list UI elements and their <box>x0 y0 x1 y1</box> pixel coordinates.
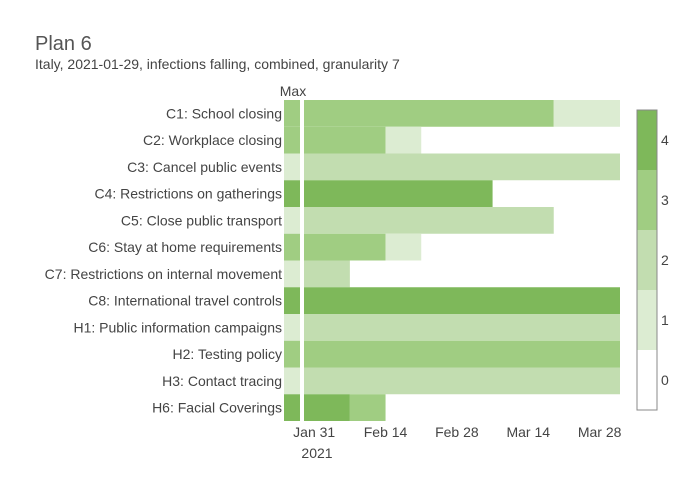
colorbar-tick-label: 1 <box>661 312 669 328</box>
colorbar-border <box>636 109 658 411</box>
heatmap-cell <box>304 180 493 207</box>
row-label: C2: Workplace closing <box>143 132 282 148</box>
colorbar-swatch <box>637 230 657 290</box>
max-cell <box>284 100 300 127</box>
colorbar-tick-label: 2 <box>661 252 669 268</box>
colorbar-tick-label: 4 <box>661 132 669 148</box>
heatmap-cell <box>304 260 350 288</box>
row-label: C4: Restrictions on gatherings <box>94 186 282 202</box>
heatmap-cell <box>304 394 350 421</box>
row-label: C6: Stay at home requirements <box>88 239 282 255</box>
max-column <box>284 100 300 421</box>
row-label: C1: School closing <box>166 105 282 121</box>
heatmap-cell <box>349 394 386 421</box>
colorbar-swatch <box>637 290 657 350</box>
heatmap-cell <box>553 100 620 127</box>
heatmap-cell <box>304 367 620 395</box>
max-cell <box>284 180 300 207</box>
heatmap-cell <box>385 126 422 154</box>
max-cell <box>284 394 300 421</box>
colorbar-tick-label: 3 <box>661 192 669 208</box>
heatmap-cell <box>304 153 620 181</box>
x-axis-ticks: Jan 31 Feb 14 Feb 28 Mar 14 Mar 28 <box>293 424 621 440</box>
heatmap-cell <box>304 233 386 261</box>
heatmap-cell <box>304 126 386 154</box>
row-label: H3: Contact tracing <box>162 373 282 389</box>
row-label: H2: Testing policy <box>173 346 282 362</box>
max-cell <box>284 207 300 234</box>
heatmap-cell <box>385 233 422 261</box>
heatmap-cell <box>304 207 554 234</box>
colorbar-swatch <box>637 170 657 230</box>
row-label: H1: Public information campaigns <box>73 319 282 335</box>
colorbar-swatch <box>637 350 657 410</box>
row-label: H6: Facial Coverings <box>152 400 282 416</box>
colorbar-tick-label: 0 <box>661 372 669 388</box>
x-tick-label: Feb 28 <box>435 424 479 440</box>
row-label: C8: International travel controls <box>88 293 282 309</box>
max-cell <box>284 233 300 261</box>
max-cell <box>284 153 300 181</box>
colorbar: 0 1 2 3 4 <box>636 109 669 411</box>
row-label: C7: Restrictions on internal movement <box>45 266 282 282</box>
heatmap-cell <box>304 340 620 368</box>
max-cell <box>284 126 300 154</box>
heatmap-cell <box>304 100 554 127</box>
chart-title: Plan 6 <box>35 33 92 55</box>
max-cell <box>284 314 300 341</box>
row-label: C5: Close public transport <box>121 212 282 228</box>
max-column-label: Max <box>280 83 306 99</box>
max-cell <box>284 367 300 395</box>
x-tick-label: Mar 28 <box>578 424 622 440</box>
colorbar-swatch <box>637 110 657 170</box>
max-cell <box>284 287 300 314</box>
heatmap-cell <box>304 314 620 341</box>
x-axis-year-label: 2021 <box>301 445 332 461</box>
max-cell <box>284 260 300 288</box>
heatmap-cells <box>300 100 620 421</box>
row-labels: C1: School closing C2: Workplace closing C… <box>45 105 282 415</box>
chart-subtitle: Italy, 2021-01-29, infections falling, c… <box>35 56 400 72</box>
x-tick-label: Feb 14 <box>364 424 408 440</box>
max-cell <box>284 340 300 368</box>
heatmap-cell <box>304 287 620 314</box>
x-tick-label: Jan 31 <box>293 424 335 440</box>
x-tick-label: Mar 14 <box>506 424 550 440</box>
max-separator <box>300 100 304 421</box>
row-label: C3: Cancel public events <box>127 159 282 175</box>
